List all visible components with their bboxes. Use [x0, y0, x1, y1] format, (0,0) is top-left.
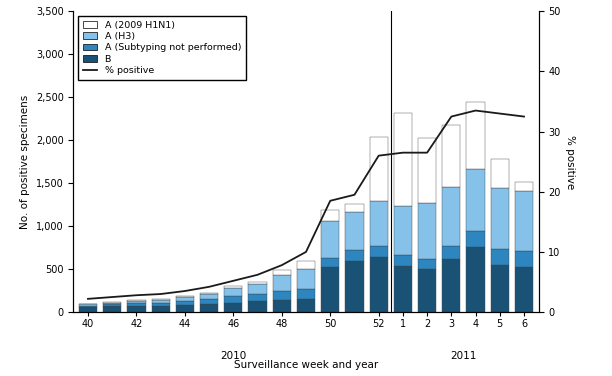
Bar	[321, 210, 339, 221]
Bar	[248, 294, 267, 301]
Bar	[345, 204, 364, 212]
Bar	[491, 188, 509, 249]
Bar	[442, 259, 460, 312]
Bar	[345, 261, 364, 312]
Bar	[103, 302, 121, 303]
Bar	[370, 257, 388, 312]
Bar	[103, 303, 121, 304]
Bar	[370, 201, 388, 246]
Bar	[442, 125, 460, 188]
Bar	[200, 293, 218, 294]
Bar	[466, 247, 485, 312]
Bar	[321, 267, 339, 312]
Bar	[345, 250, 364, 261]
Bar	[297, 261, 315, 269]
Bar	[248, 282, 267, 284]
Bar	[297, 269, 315, 289]
Bar	[370, 246, 388, 257]
Bar	[127, 300, 146, 301]
Bar	[418, 269, 436, 312]
X-axis label: Surveillance week and year: Surveillance week and year	[234, 359, 378, 370]
Bar	[394, 113, 412, 206]
Bar	[152, 300, 170, 303]
Y-axis label: No. of positive specimens: No. of positive specimens	[20, 94, 30, 229]
Bar	[442, 188, 460, 246]
Bar	[273, 291, 291, 300]
Bar	[491, 249, 509, 265]
Bar	[176, 301, 194, 305]
Y-axis label: % positive: % positive	[564, 135, 575, 189]
Bar	[466, 231, 485, 247]
Bar	[127, 301, 146, 303]
Bar	[176, 296, 194, 297]
Bar	[152, 306, 170, 312]
Bar	[176, 305, 194, 312]
Bar	[248, 284, 267, 294]
Bar	[394, 266, 412, 312]
Bar	[491, 265, 509, 312]
Bar	[152, 299, 170, 300]
Bar	[515, 191, 533, 251]
Bar	[224, 296, 242, 303]
Bar	[79, 307, 97, 312]
Bar	[224, 286, 242, 288]
Bar	[515, 182, 533, 191]
Bar	[297, 299, 315, 312]
Bar	[515, 251, 533, 267]
Bar	[200, 304, 218, 312]
Bar	[224, 288, 242, 296]
Bar	[370, 137, 388, 201]
Text: 2011: 2011	[450, 351, 477, 361]
Bar	[273, 275, 291, 291]
Bar	[127, 303, 146, 306]
Bar	[103, 304, 121, 306]
Bar	[418, 138, 436, 203]
Bar	[152, 303, 170, 306]
Bar	[321, 258, 339, 267]
Bar	[418, 259, 436, 269]
Bar	[466, 102, 485, 170]
Bar	[297, 289, 315, 299]
Bar	[127, 306, 146, 312]
Bar	[103, 306, 121, 312]
Bar	[442, 246, 460, 259]
Bar	[273, 300, 291, 312]
Bar	[394, 206, 412, 255]
Bar	[248, 301, 267, 312]
Bar	[224, 303, 242, 312]
Bar	[394, 255, 412, 266]
Bar	[273, 270, 291, 275]
Bar	[418, 203, 436, 259]
Bar	[79, 304, 97, 306]
Bar	[345, 212, 364, 250]
Bar	[79, 306, 97, 307]
Bar	[321, 221, 339, 258]
Text: 2010: 2010	[220, 351, 247, 361]
Legend: A (2009 H1N1), A (H3), A (Subtyping not performed), B, % positive: A (2009 H1N1), A (H3), A (Subtyping not …	[78, 16, 246, 80]
Bar	[200, 294, 218, 299]
Bar	[176, 297, 194, 301]
Bar	[200, 299, 218, 304]
Bar	[466, 170, 485, 231]
Bar	[491, 159, 509, 188]
Bar	[515, 267, 533, 312]
